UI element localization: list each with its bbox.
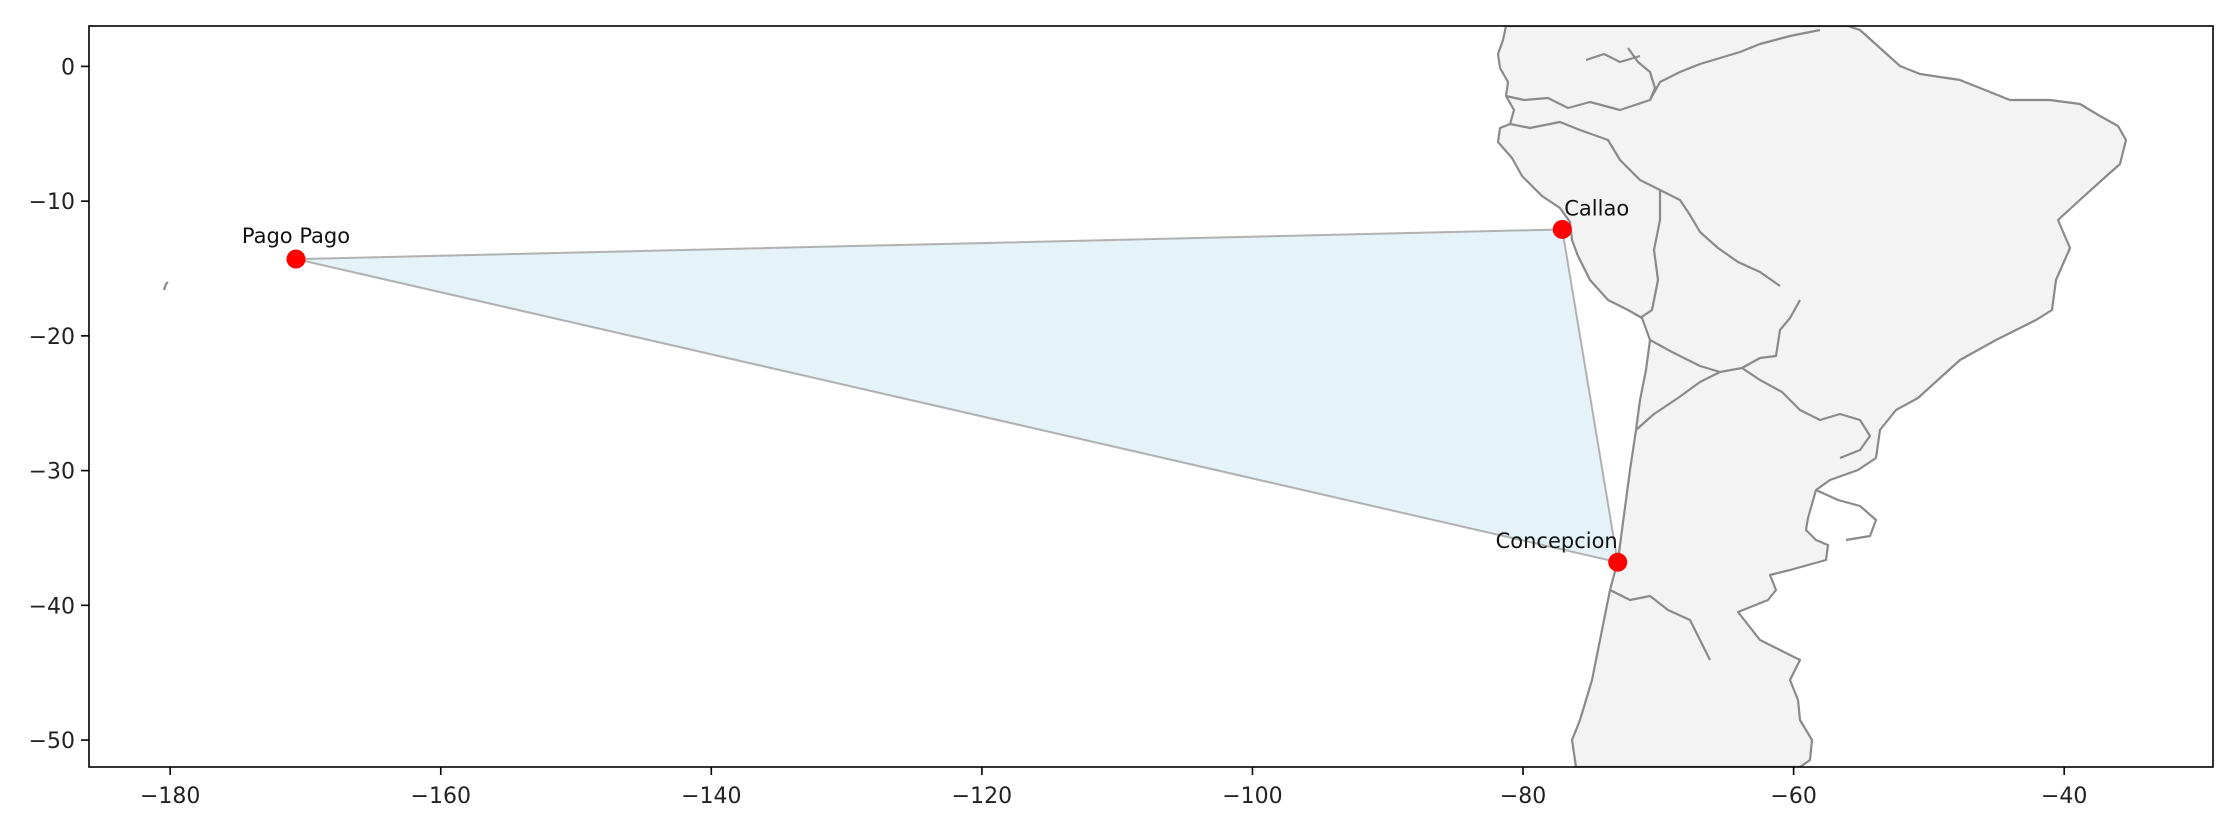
country-border (1741, 367, 1872, 460)
x-tick-label: −160 (411, 784, 471, 809)
route-triangle (295, 228, 1619, 564)
x-tick-label: −40 (2041, 784, 2087, 809)
location-marker (286, 249, 306, 269)
country-border (1585, 52, 1641, 64)
x-tick-label: −60 (1770, 784, 1816, 809)
x-tick-label: −80 (1500, 784, 1546, 809)
location-label: Concepcion (1496, 529, 1618, 553)
location-marker (1608, 552, 1628, 572)
country-border (1505, 47, 1657, 112)
y-tick-label: −50 (29, 729, 75, 754)
x-tick-label: −100 (1222, 784, 1282, 809)
country-border (1609, 589, 1711, 661)
y-tick-label: −20 (29, 325, 75, 350)
y-tick-label: −10 (29, 190, 75, 215)
y-tick-label: −30 (29, 460, 75, 485)
y-axis: 0 −10 −20 −30 −40 −50 (29, 55, 89, 754)
country-border (1649, 28, 1821, 101)
south-america-land (1496, 26, 2128, 767)
axes-frame (88, 25, 2214, 768)
location-marker (1552, 219, 1572, 239)
location-label: Callao (1564, 196, 1629, 220)
country-border (1649, 299, 1801, 374)
x-axis: −180 −160 −140 −120 −100 −80 −60 −40 (140, 767, 2087, 809)
x-tick-label: −140 (681, 784, 741, 809)
country-border (1635, 371, 1721, 431)
location-label: Pago Pago (242, 224, 350, 248)
island-outline (162, 281, 169, 291)
y-tick-label: 0 (61, 55, 75, 80)
x-tick-label: −120 (952, 784, 1012, 809)
points-layer: Pago Pago Callao Concepcion (242, 196, 1629, 572)
country-border (1815, 488, 1878, 542)
y-tick-label: −40 (29, 594, 75, 619)
x-tick-label: −180 (140, 784, 200, 809)
country-border (1639, 190, 1662, 319)
basemap (162, 26, 2128, 767)
